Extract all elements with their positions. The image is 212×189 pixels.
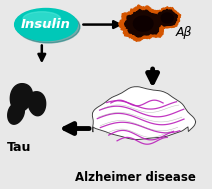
Text: Alzheimer disease: Alzheimer disease <box>75 171 196 184</box>
Polygon shape <box>154 7 181 29</box>
Ellipse shape <box>17 11 80 43</box>
Polygon shape <box>28 92 46 116</box>
Polygon shape <box>10 84 32 112</box>
Text: Aβ: Aβ <box>176 26 192 39</box>
Polygon shape <box>8 103 24 124</box>
Text: Tau: Tau <box>7 141 31 154</box>
Ellipse shape <box>23 12 61 26</box>
Text: Insulin: Insulin <box>21 18 71 31</box>
Polygon shape <box>92 87 196 139</box>
Polygon shape <box>133 16 153 31</box>
Polygon shape <box>161 13 173 23</box>
Polygon shape <box>157 9 177 26</box>
Polygon shape <box>119 5 166 41</box>
Polygon shape <box>125 9 161 37</box>
Ellipse shape <box>15 9 77 41</box>
